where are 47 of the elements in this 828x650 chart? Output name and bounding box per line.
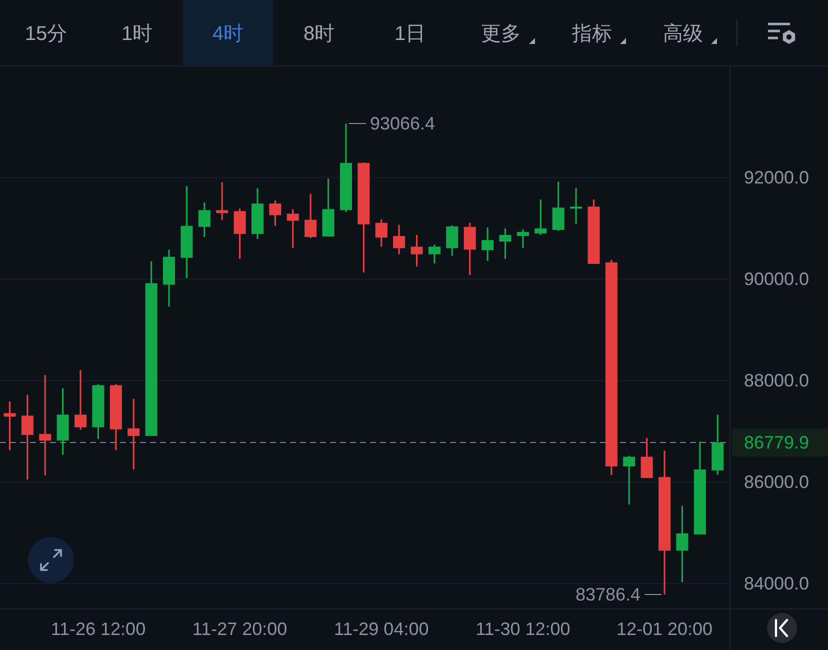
y-tick-label: 90000.0 xyxy=(744,269,810,290)
candlestick xyxy=(304,193,317,239)
candlestick xyxy=(74,369,87,431)
annotation: 93066.4 xyxy=(370,114,436,134)
candlestick xyxy=(623,454,636,506)
candlestick xyxy=(552,180,564,232)
candlestick xyxy=(39,374,52,476)
annotation: 83786.4 xyxy=(575,584,641,604)
candlestick xyxy=(640,437,653,479)
candlestick xyxy=(269,200,282,227)
y-tick-label: 84000.0 xyxy=(744,574,810,594)
x-tick-label: 11-30 12:00 xyxy=(476,619,570,639)
y-tick-label: 92000.0 xyxy=(744,168,810,188)
candlestick xyxy=(286,208,299,249)
candlestick xyxy=(676,505,688,583)
x-tick-label: 11-26 12:00 xyxy=(50,619,146,639)
text: 4时 xyxy=(212,23,244,45)
text: 15分 xyxy=(24,23,68,45)
candlestick xyxy=(410,234,423,268)
text: 更多 xyxy=(481,23,521,45)
candlestick xyxy=(393,224,406,256)
x-tick-label: 11-29 04:00 xyxy=(334,619,429,639)
candlestick xyxy=(21,394,34,480)
text: 1日 xyxy=(394,23,426,45)
text: 8时 xyxy=(303,23,335,45)
candlestick xyxy=(464,222,476,276)
candlestick xyxy=(446,224,458,257)
candlestick xyxy=(375,218,388,248)
candlestick xyxy=(516,228,529,249)
candlestick xyxy=(216,181,228,222)
candlestick xyxy=(428,244,440,264)
candlestick xyxy=(128,398,140,470)
candlestick xyxy=(482,226,494,262)
y-tick-label: 86000.0 xyxy=(744,472,810,492)
text: 高级 xyxy=(663,22,703,45)
candlestick xyxy=(234,208,246,260)
candlestick xyxy=(534,198,547,236)
x-tick-label: 12-01 20:00 xyxy=(616,619,713,639)
y-tick-label: 88000.0 xyxy=(744,370,810,391)
text: 指标 xyxy=(571,23,612,45)
candlestick xyxy=(4,400,16,451)
text: 1时 xyxy=(121,23,153,45)
candlestick xyxy=(198,202,210,238)
ref-line-label: 86779.9 xyxy=(744,432,810,453)
candlestick xyxy=(499,228,512,260)
x-tick-label: 11-27 20:00 xyxy=(192,619,288,639)
candlestick xyxy=(570,186,582,225)
